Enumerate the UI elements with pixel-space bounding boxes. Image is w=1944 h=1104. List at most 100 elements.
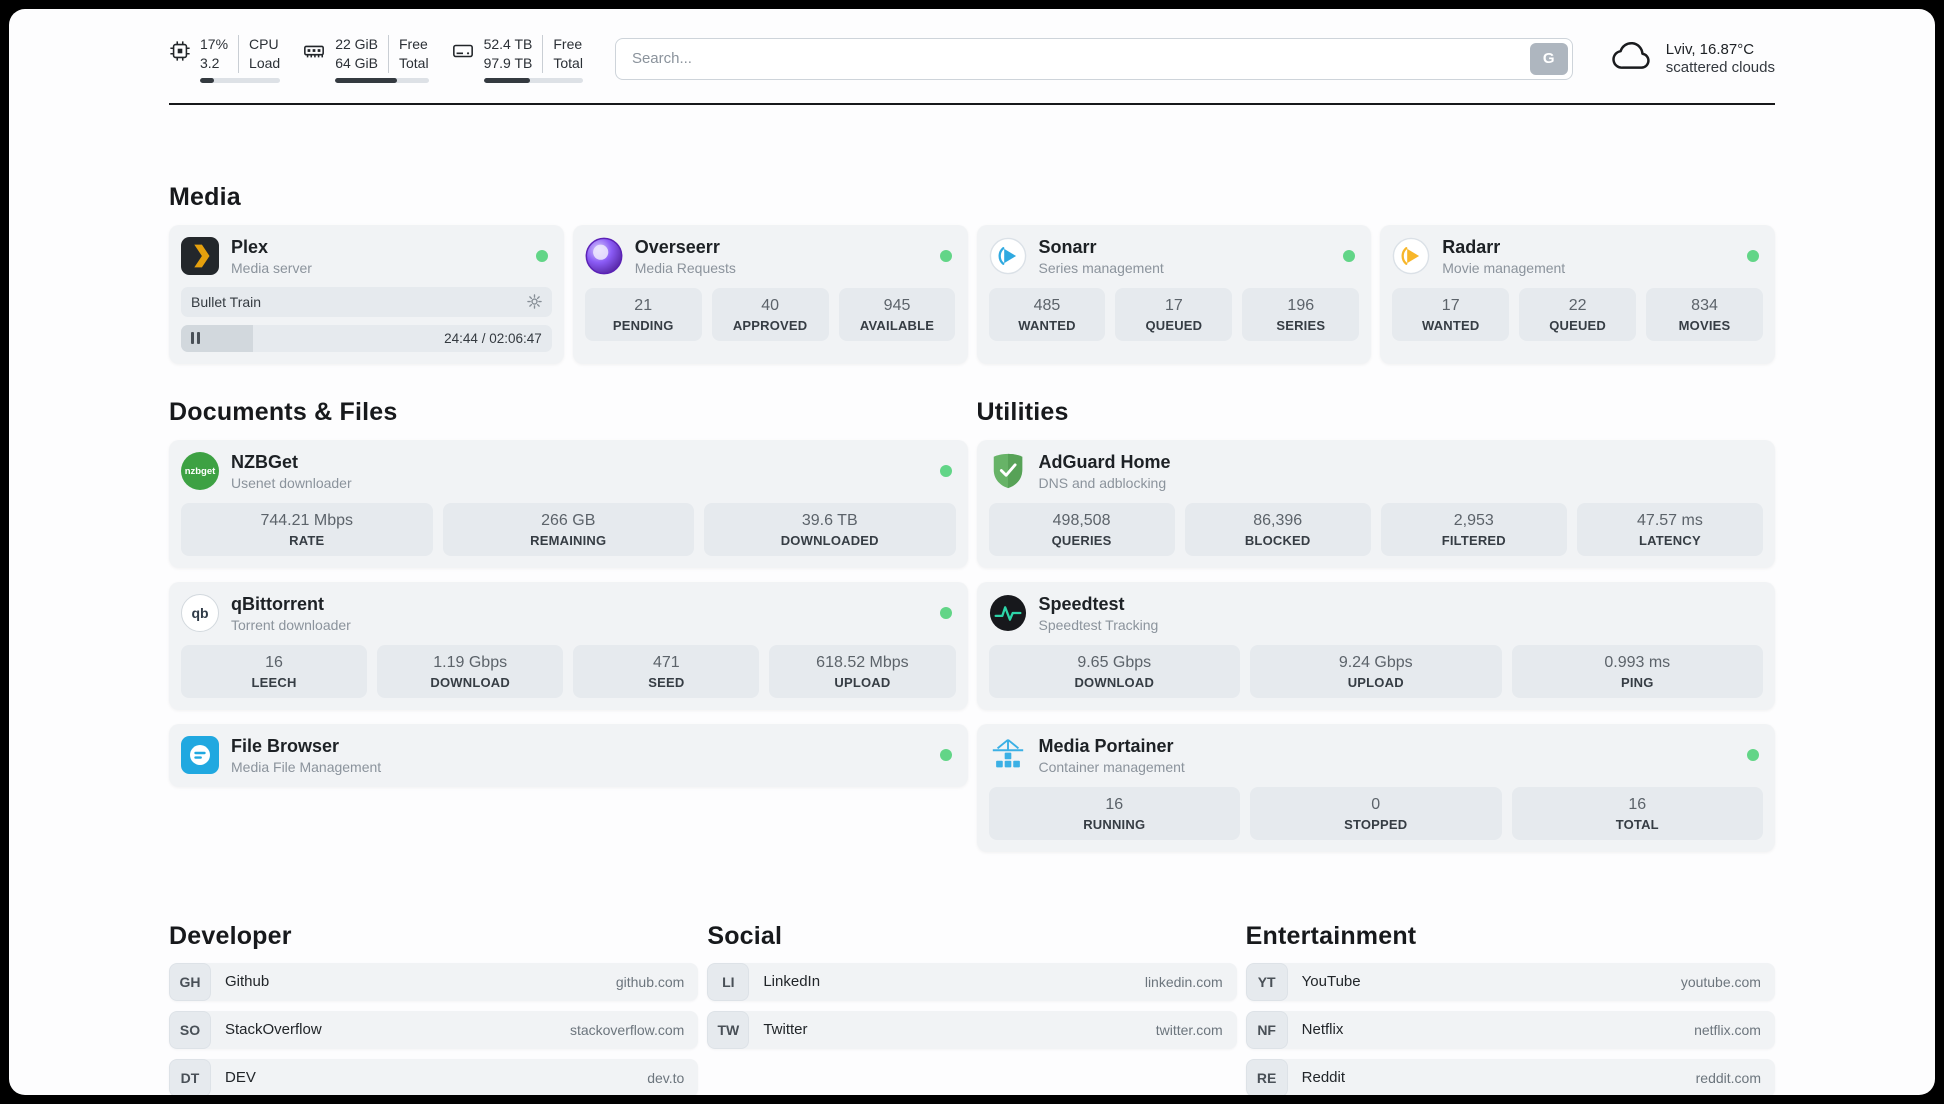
stat-box: 39.6 TB DOWNLOADED [704,502,956,556]
stat-box: 498,508 QUERIES [988,502,1175,556]
cpu-load-value: 3.2 [200,54,220,71]
sonarr-card[interactable]: Sonarr Series management 485 WANTED 17 Q… [976,224,1372,364]
plex-status-dot [535,250,548,263]
stat-box: 9.24 Gbps UPLOAD [1250,644,1502,698]
filebrowser-card[interactable]: File Browser Media File Management [169,723,968,787]
gear-icon[interactable] [527,294,542,310]
social-section-title: Social [707,921,783,950]
stat-box: 9.65 Gbps DOWNLOAD [988,644,1240,698]
bookmark-reddit[interactable]: RE Reddit reddit.com [1245,1058,1775,1095]
nzbget-icon: nzbget [181,452,219,491]
bookmark-twitter[interactable]: TW Twitter twitter.com [707,1010,1237,1049]
memory-free-value: 22 GiB [335,36,378,52]
cpu-percent: 17% [200,36,229,52]
portainer-status-dot [1747,749,1759,762]
sonarr-icon [989,237,1027,275]
plex-playback-time: 24:44 / 02:06:47 [444,330,542,346]
overseerr-card[interactable]: Overseerr Media Requests 21 PENDING 40 A… [572,224,968,364]
qbittorrent-subtitle: Torrent downloader [231,616,351,633]
developer-section: Developer GH Github github.com SO StackO… [169,921,699,1095]
nzbget-title: NZBGet [231,451,298,472]
adguard-title: AdGuard Home [1038,451,1171,472]
plex-subtitle: Media server [231,259,312,276]
plex-seek-bar[interactable]: 24:44 / 02:06:47 [181,324,552,352]
search-input[interactable] [614,37,1573,80]
bookmark-badge: RE [1245,1058,1288,1095]
stat-box: 16 RUNNING [988,786,1240,840]
bookmark-netflix[interactable]: NF Netflix netflix.com [1245,1010,1775,1049]
speedtest-title: Speedtest [1038,593,1125,614]
disk-progress-bar [483,77,583,83]
disk-widget: 52.4 TB 97.9 TB Free Total [451,35,583,83]
stat-box: 1.19 Gbps DOWNLOAD [377,644,564,698]
bookmark-github[interactable]: GH Github github.com [169,962,699,1001]
cpu-progress-fill [200,77,214,83]
speedtest-card[interactable]: Speedtest Speedtest Tracking 9.65 Gbps D… [976,581,1775,710]
overseerr-title: Overseerr [634,236,720,257]
cpu-load-label: Load [249,54,281,71]
stat-box: 16 LEECH [181,644,368,698]
memory-progress-fill [335,77,397,83]
cloud-icon [1611,39,1655,78]
memory-free-label: Free [399,36,428,52]
media-section-title: Media [169,182,241,211]
system-widgets: 17% 3.2 CPU Load [169,35,583,83]
overseerr-subtitle: Media Requests [634,259,736,276]
qbittorrent-title: qBittorrent [231,593,324,614]
portainer-card[interactable]: Media Portainer Container management 16 … [976,723,1775,852]
weather-location: Lviv, 16.87°C [1665,41,1755,59]
nzbget-subtitle: Usenet downloader [231,474,352,491]
developer-section-title: Developer [169,921,292,950]
weather-widget: Lviv, 16.87°C scattered clouds [1611,39,1775,78]
nzbget-status-dot [939,465,952,478]
stat-box: 17 WANTED [1392,287,1510,341]
cpu-label: CPU [249,36,279,52]
disk-progress-fill [483,77,531,83]
filebrowser-title: File Browser [231,735,340,756]
disk-free-value: 52.4 TB [483,36,533,52]
weather-condition: scattered clouds [1665,59,1775,77]
top-bar: 17% 3.2 CPU Load [169,9,1775,83]
entertainment-section-title: Entertainment [1245,921,1417,950]
stat-box: 0.993 ms PING [1511,644,1763,698]
overseerr-icon [585,237,623,275]
speedtest-icon [989,594,1027,632]
stat-box: 618.52 Mbps UPLOAD [769,644,956,698]
disk-total-label: Total [553,54,583,71]
stat-box: 266 GB REMAINING [442,502,694,556]
stat-box: 86,396 BLOCKED [1184,502,1371,556]
bookmark-badge: GH [169,962,211,1001]
sonarr-title: Sonarr [1038,236,1097,257]
filebrowser-subtitle: Media File Management [231,758,382,775]
bookmark-dev[interactable]: DT DEV dev.to [169,1058,699,1095]
stat-box: 2,953 FILTERED [1380,502,1567,556]
bookmark-stackoverflow[interactable]: SO StackOverflow stackoverflow.com [169,1010,699,1049]
bookmark-linkedin[interactable]: LI LinkedIn linkedin.com [707,962,1237,1001]
stat-box: 834 MOVIES [1646,287,1763,341]
speedtest-subtitle: Speedtest Tracking [1038,616,1159,633]
search-engine-button[interactable]: G [1529,42,1568,75]
radarr-card[interactable]: Radarr Movie management 17 WANTED 22 QUE… [1380,224,1775,364]
adguard-icon [989,452,1027,490]
nzbget-card[interactable]: nzbget NZBGet Usenet downloader 744.21 M… [169,439,968,568]
entertainment-section: Entertainment YT YouTube youtube.com NF … [1245,921,1775,1095]
filebrowser-icon [181,736,219,775]
radarr-icon [1392,237,1430,275]
plex-title: Plex [231,236,269,257]
hdd-icon [451,40,475,67]
now-playing-title: Bullet Train [191,293,262,310]
documents-section-title: Documents & Files [169,397,398,426]
documents-section: Documents & Files nzbget NZBGet Usenet d… [169,398,968,787]
qbittorrent-card[interactable]: qb qBittorrent Torrent downloader 16 LEE… [169,581,968,710]
qbittorrent-icon: qb [181,594,219,633]
bookmark-badge: YT [1245,962,1288,1001]
filebrowser-status-dot [939,749,952,762]
bookmark-youtube[interactable]: YT YouTube youtube.com [1245,962,1775,1001]
plex-card[interactable]: Plex Media server Bullet Train [169,224,564,364]
pause-icon[interactable] [191,332,200,345]
adguard-card[interactable]: AdGuard Home DNS and adblocking 498,508 … [976,439,1775,568]
sonarr-status-dot [1343,250,1356,263]
cpu-widget: 17% 3.2 CPU Load [169,35,281,83]
stat-box: 744.21 Mbps RATE [181,502,433,556]
radarr-subtitle: Movie management [1442,259,1566,276]
